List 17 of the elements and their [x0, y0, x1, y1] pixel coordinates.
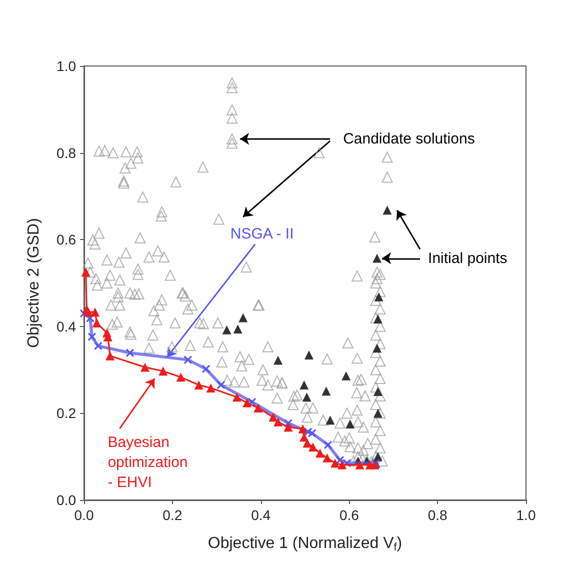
x-tick-label: 0.6 [339, 507, 360, 523]
x-tick-label: 0.8 [428, 507, 448, 523]
annotation: Initial points [428, 250, 508, 267]
annotation: NSGA - II [230, 226, 294, 243]
x-tick-label: 0.2 [162, 507, 182, 523]
x-tick-label: 0.0 [74, 507, 94, 523]
y-tick-label: 0.0 [56, 492, 76, 508]
annotation: Bayesian optimization - EHVI [108, 434, 188, 491]
x-tick-label: 1.0 [516, 507, 536, 523]
annotation: Candidate solutions [343, 130, 475, 148]
y-axis-title: Objective 2 (GSD) [26, 218, 42, 348]
y-tick-label: 0.6 [56, 232, 76, 248]
y-tick-label: 1.0 [56, 58, 76, 74]
y-tick-label: 0.4 [56, 318, 76, 334]
y-tick-label: 0.8 [56, 144, 76, 161]
y-tick-label: 0.2 [56, 405, 76, 422]
x-tick-label: 0.4 [251, 507, 271, 523]
